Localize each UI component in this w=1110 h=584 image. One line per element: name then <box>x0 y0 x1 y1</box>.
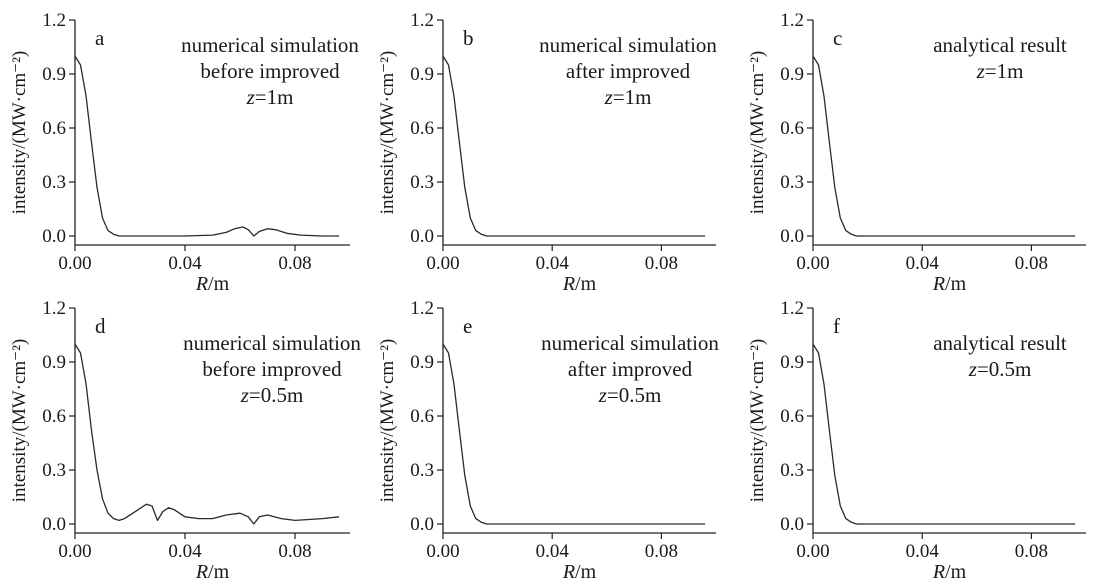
y-tick-label: 0.9 <box>410 64 434 85</box>
x-tick-label: 0.04 <box>168 253 202 274</box>
x-tick-label: 0.04 <box>536 253 570 274</box>
y-axis-label: intensity/(MW·cm⁻²) <box>377 51 398 214</box>
series-line <box>74 55 339 237</box>
annotation-line: after improved <box>568 357 693 381</box>
panel-f: 0.0 0.3 0.6 0.9 1.2 0.00 0.04 0.08 R/m intensity/… <box>747 298 1086 583</box>
annotation-line: z=0.5m <box>240 383 304 407</box>
y-tick-label: 0.0 <box>780 226 804 247</box>
series-line <box>442 55 706 237</box>
x-tick-label: 0.08 <box>278 541 311 562</box>
y-tick-label: 0.6 <box>780 118 804 139</box>
x-tick-label: 0.00 <box>796 541 829 562</box>
panel-label: c <box>833 26 842 50</box>
annotation-line: before improved <box>200 59 340 83</box>
y-tick-label: 0.9 <box>410 352 434 373</box>
x-tick-label: 0.08 <box>278 253 311 274</box>
y-tick-label: 1.2 <box>410 298 434 319</box>
y-tick-label: 0.6 <box>42 118 66 139</box>
x-tick-label: 0.04 <box>906 541 940 562</box>
y-tick-label: 0.0 <box>410 514 434 535</box>
annotation-line: numerical simulation <box>183 331 361 355</box>
y-tick-label: 0.9 <box>780 352 804 373</box>
annotation-line: analytical result <box>933 331 1067 355</box>
y-tick-label: 1.2 <box>780 10 804 31</box>
y-tick-label: 0.9 <box>42 352 66 373</box>
y-tick-label: 0.0 <box>42 514 66 535</box>
x-tick-label: 0.04 <box>536 541 570 562</box>
panel-c: 0.0 0.3 0.6 0.9 1.2 0.00 0.04 0.08 R/m intensity/… <box>747 10 1086 295</box>
series-line <box>812 55 1076 237</box>
annotation-line: numerical simulation <box>541 331 719 355</box>
x-tick-label: 0.00 <box>426 253 459 274</box>
panel-label: a <box>95 26 105 50</box>
y-tick-label: 0.9 <box>42 64 66 85</box>
panel-e: 0.0 0.3 0.6 0.9 1.2 0.00 0.04 0.08 R/m intensity/… <box>377 298 719 583</box>
y-tick-label: 0.0 <box>780 514 804 535</box>
y-tick-label: 0.0 <box>410 226 434 247</box>
annotation-line: z=1m <box>246 85 294 109</box>
y-tick-label: 0.9 <box>780 64 804 85</box>
y-tick-label: 0.6 <box>42 406 66 427</box>
annotation-line: z=1m <box>976 59 1024 83</box>
y-tick-label: 0.3 <box>780 172 804 193</box>
x-axis-label: R/m <box>195 561 230 583</box>
panel-label: b <box>463 26 474 50</box>
annotation-line: after improved <box>566 59 691 83</box>
x-tick-label: 0.00 <box>58 541 91 562</box>
y-axis-label: intensity/(MW·cm⁻²) <box>377 339 398 502</box>
series-line <box>812 343 1076 525</box>
y-tick-label: 0.6 <box>410 406 434 427</box>
panel-label: d <box>95 314 106 338</box>
x-tick-label: 0.08 <box>1015 541 1048 562</box>
y-tick-label: 1.2 <box>42 298 66 319</box>
x-tick-label: 0.00 <box>426 541 459 562</box>
panel-a: 0.0 0.3 0.6 0.9 1.2 0.00 0.04 0.08 R/m intensity/… <box>9 10 359 295</box>
y-tick-label: 0.3 <box>42 172 66 193</box>
x-tick-label: 0.08 <box>1015 253 1048 274</box>
y-tick-label: 0.0 <box>42 226 66 247</box>
y-tick-label: 0.6 <box>780 406 804 427</box>
y-tick-label: 0.3 <box>410 172 434 193</box>
x-tick-label: 0.08 <box>645 541 678 562</box>
y-tick-label: 1.2 <box>780 298 804 319</box>
series-line <box>74 343 340 525</box>
annotation-line: z=0.5m <box>598 383 662 407</box>
x-axis-label: R/m <box>195 273 230 295</box>
annotation-line: numerical simulation <box>539 33 717 57</box>
x-tick-label: 0.08 <box>645 253 678 274</box>
y-tick-label: 1.2 <box>42 10 66 31</box>
y-tick-label: 0.3 <box>780 460 804 481</box>
panel-d: 0.0 0.3 0.6 0.9 1.2 0.00 0.04 0.08 R/m intensity/… <box>9 298 361 583</box>
y-axis-label: intensity/(MW·cm⁻²) <box>747 339 768 502</box>
x-axis-label: R/m <box>562 273 597 295</box>
y-tick-label: 0.6 <box>410 118 434 139</box>
annotation-line: z=0.5m <box>968 357 1032 381</box>
y-tick-label: 0.3 <box>410 460 434 481</box>
annotation-line: before improved <box>202 357 342 381</box>
x-tick-label: 0.04 <box>168 541 202 562</box>
x-axis-label: R/m <box>932 273 967 295</box>
x-tick-label: 0.00 <box>796 253 829 274</box>
annotation-line: z=1m <box>604 85 652 109</box>
annotation-line: numerical simulation <box>181 33 359 57</box>
panel-label: f <box>833 314 840 338</box>
panel-b: 0.0 0.3 0.6 0.9 1.2 0.00 0.04 0.08 R/m intensity/… <box>377 10 717 295</box>
series-line <box>442 343 706 525</box>
y-axis-label: intensity/(MW·cm⁻²) <box>9 51 30 214</box>
y-tick-label: 0.3 <box>42 460 66 481</box>
x-axis-label: R/m <box>932 561 967 583</box>
x-axis-label: R/m <box>562 561 597 583</box>
y-axis-label: intensity/(MW·cm⁻²) <box>747 51 768 214</box>
annotation-line: analytical result <box>933 33 1067 57</box>
y-tick-label: 1.2 <box>410 10 434 31</box>
x-tick-label: 0.00 <box>58 253 91 274</box>
panel-label: e <box>463 314 472 338</box>
x-tick-label: 0.04 <box>906 253 940 274</box>
y-axis-label: intensity/(MW·cm⁻²) <box>9 339 30 502</box>
